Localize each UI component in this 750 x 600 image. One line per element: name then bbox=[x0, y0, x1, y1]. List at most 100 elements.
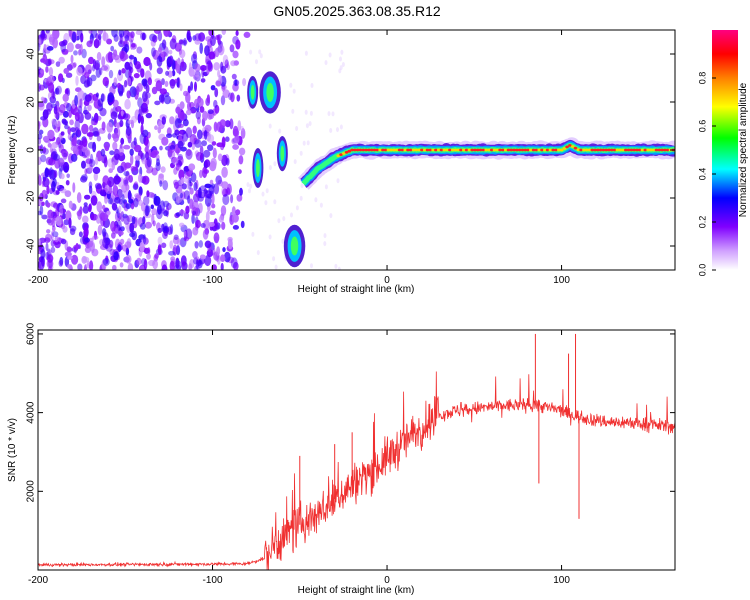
noise-blob bbox=[107, 51, 112, 62]
noise-blob bbox=[222, 54, 229, 65]
colorbar: 0.0 0.2 0.4 0.6 0.8 Normalized spectral ampl… bbox=[697, 30, 749, 276]
noise-blob bbox=[97, 30, 104, 35]
carrier-bead bbox=[501, 148, 505, 152]
noise-blob bbox=[230, 60, 237, 67]
noise-blob bbox=[51, 141, 59, 149]
noise-blob bbox=[48, 258, 53, 269]
noise-blob bbox=[239, 187, 243, 196]
noise-blob bbox=[77, 99, 82, 108]
noise-blob bbox=[329, 128, 333, 133]
carrier-bead bbox=[610, 148, 614, 152]
noise-blob bbox=[175, 163, 180, 171]
noise-blob bbox=[46, 46, 54, 51]
noise-blob bbox=[102, 204, 106, 211]
noise-blob bbox=[211, 193, 215, 205]
noise-blob bbox=[65, 72, 73, 78]
noise-blob bbox=[115, 105, 122, 112]
noise-blob bbox=[230, 257, 238, 269]
noise-blob bbox=[53, 153, 60, 161]
noise-blob bbox=[249, 183, 253, 189]
noise-blob bbox=[81, 123, 89, 135]
carrier-bead bbox=[406, 148, 410, 152]
noise-blob bbox=[212, 147, 217, 159]
noise-blob bbox=[136, 46, 143, 54]
noise-blob bbox=[38, 259, 45, 270]
snr-ylabel: SNR (10 * v/v) bbox=[7, 418, 18, 482]
noise-blob bbox=[150, 151, 158, 158]
carrier-bead bbox=[651, 148, 656, 152]
carrier-bead bbox=[543, 148, 547, 152]
noise-blob bbox=[195, 151, 203, 161]
noise-blob bbox=[62, 225, 68, 233]
noise-blob bbox=[88, 56, 94, 65]
noise-blob bbox=[113, 148, 121, 160]
noise-blob bbox=[200, 223, 206, 228]
noise-blob bbox=[242, 78, 247, 87]
noise-blob bbox=[295, 126, 299, 131]
noise-blob bbox=[169, 78, 176, 89]
noise-blob bbox=[89, 164, 93, 172]
noise-blob bbox=[302, 140, 306, 146]
noise-blob bbox=[71, 31, 77, 43]
carrier-bead bbox=[467, 148, 472, 152]
noise-blob bbox=[111, 232, 116, 239]
noise-blob bbox=[310, 263, 313, 269]
noise-blob bbox=[88, 203, 92, 211]
noise-blob bbox=[157, 236, 163, 246]
noise-blob bbox=[211, 203, 216, 209]
noise-blob bbox=[194, 241, 199, 249]
noise-blob bbox=[158, 94, 165, 103]
x-tick-label: 0 bbox=[384, 275, 390, 286]
noise-blob bbox=[120, 137, 125, 145]
noise-blob bbox=[273, 199, 277, 205]
carrier-bead bbox=[509, 148, 514, 152]
noise-blob bbox=[118, 91, 123, 97]
noise-blob bbox=[213, 232, 220, 243]
noise-blob bbox=[211, 141, 217, 146]
noise-blob bbox=[90, 153, 94, 165]
noise-blob bbox=[293, 159, 297, 165]
noise-blob bbox=[221, 30, 227, 35]
noise-blob bbox=[192, 226, 199, 236]
noise-blob bbox=[147, 247, 151, 256]
noise-blob bbox=[45, 156, 54, 166]
carrier-bead bbox=[453, 148, 458, 152]
noise-blob bbox=[83, 226, 89, 238]
carrier-bead bbox=[353, 148, 357, 152]
noise-blob bbox=[159, 145, 163, 151]
carrier-bead bbox=[369, 148, 374, 152]
noise-blob bbox=[183, 39, 188, 45]
noise-blob bbox=[156, 50, 160, 56]
noise-blob bbox=[61, 118, 67, 124]
carrier-bead bbox=[476, 148, 480, 152]
carrier-bead bbox=[520, 148, 525, 152]
noise-blob bbox=[188, 62, 192, 74]
noise-blob bbox=[328, 52, 332, 58]
noise-blob bbox=[199, 106, 205, 113]
noise-blob bbox=[168, 55, 174, 65]
noise-blob bbox=[116, 82, 122, 89]
noise-blob bbox=[97, 224, 103, 236]
noise-blob bbox=[138, 173, 143, 183]
noise-blob bbox=[272, 256, 276, 262]
noise-blob bbox=[142, 175, 150, 185]
carrier-bead bbox=[464, 148, 469, 152]
noise-blob bbox=[60, 173, 65, 180]
noise-blob bbox=[309, 110, 313, 116]
noise-blob bbox=[98, 127, 106, 134]
noise-blob bbox=[81, 160, 86, 169]
noise-blob bbox=[179, 209, 185, 215]
noise-blob bbox=[46, 102, 53, 112]
noise-blob bbox=[341, 62, 345, 67]
noise-blob bbox=[150, 204, 154, 210]
noise-blob bbox=[83, 202, 88, 207]
noise-blob bbox=[197, 129, 203, 140]
noise-blob bbox=[38, 137, 42, 145]
carrier-bead bbox=[386, 148, 391, 152]
noise-blob bbox=[66, 173, 70, 179]
noise-blob bbox=[157, 204, 162, 215]
noise-blob bbox=[290, 212, 293, 218]
noise-blob bbox=[117, 165, 124, 174]
carrier-bead bbox=[417, 148, 422, 152]
